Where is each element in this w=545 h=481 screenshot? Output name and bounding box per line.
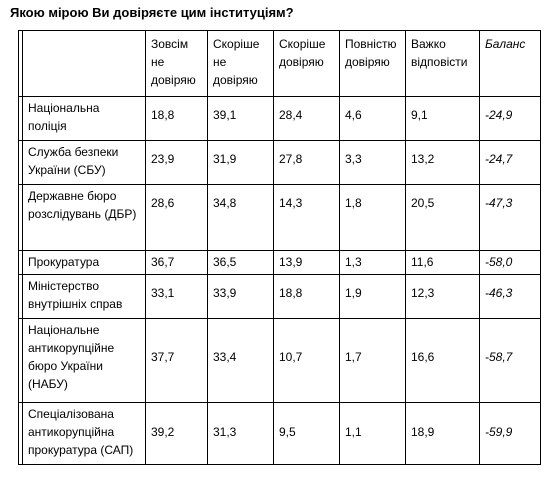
header-cell: Скоріше не довіряю	[207, 30, 274, 97]
value-cell: 33,1	[145, 274, 208, 319]
value-cell: 27,8	[273, 140, 340, 185]
header-empty-cell	[22, 30, 146, 97]
header-cell: Важко відповісти	[405, 30, 480, 97]
header-row: Зовсім не довіряю Скоріше не довіряю Ско…	[18, 30, 541, 97]
value-cell: 10,7	[273, 318, 340, 403]
value-cell: 9,1	[405, 96, 480, 141]
institution-name: Прокуратура	[22, 250, 146, 275]
value-cell: 37,7	[145, 318, 208, 403]
value-cell: 33,9	[207, 274, 274, 319]
value-cell: 28,6	[145, 184, 208, 251]
value-cell: 18,8	[145, 96, 208, 141]
balance-cell: -24,9	[479, 96, 541, 141]
value-cell: 1,3	[339, 250, 406, 275]
value-cell: 3,3	[339, 140, 406, 185]
value-cell: 1,1	[339, 402, 406, 465]
value-cell: 23,9	[145, 140, 208, 185]
balance-cell: -24,7	[479, 140, 541, 185]
table-row: Національне антикорупційне бюро України …	[18, 318, 541, 403]
institution-name: Міністерство внутрішніх справ	[22, 274, 146, 319]
table-row: Міністерство внутрішніх справ 33,1 33,9 …	[18, 274, 541, 319]
trust-table: Зовсім не довіряю Скоріше не довіряю Ско…	[18, 30, 541, 465]
value-cell: 31,3	[207, 402, 274, 465]
value-cell: 20,5	[405, 184, 480, 251]
value-cell: 18,9	[405, 402, 480, 465]
institution-name: Державне бюро розслідувань (ДБР)	[22, 184, 146, 251]
value-cell: 39,2	[145, 402, 208, 465]
table-row: Спеціалізована антикорупційна прокуратур…	[18, 402, 541, 465]
value-cell: 33,4	[207, 318, 274, 403]
value-cell: 31,9	[207, 140, 274, 185]
header-cell: Повністю довіряю	[339, 30, 406, 97]
balance-cell: -59,9	[479, 402, 541, 465]
table-row: Служба безпеки України (СБУ) 23,9 31,9 2…	[18, 140, 541, 185]
value-cell: 1,7	[339, 318, 406, 403]
value-cell: 16,6	[405, 318, 480, 403]
table-row: Державне бюро розслідувань (ДБР) 28,6 34…	[18, 184, 541, 251]
value-cell: 9,5	[273, 402, 340, 465]
value-cell: 13,2	[405, 140, 480, 185]
institution-name: Служба безпеки України (СБУ)	[22, 140, 146, 185]
table-title: Якою мірою Ви довіряєте цим інституціям?	[10, 5, 294, 20]
value-cell: 1,9	[339, 274, 406, 319]
value-cell: 18,8	[273, 274, 340, 319]
value-cell: 1,8	[339, 184, 406, 251]
header-cell: Зовсім не довіряю	[145, 30, 208, 97]
institution-name: Національна поліція	[22, 96, 146, 141]
value-cell: 4,6	[339, 96, 406, 141]
table-row: Національна поліція 18,8 39,1 28,4 4,6 9…	[18, 96, 541, 141]
institution-name: Спеціалізована антикорупційна прокуратур…	[22, 402, 146, 465]
balance-cell: -58,0	[479, 250, 541, 275]
balance-cell: -46,3	[479, 274, 541, 319]
value-cell: 36,5	[207, 250, 274, 275]
value-cell: 14,3	[273, 184, 340, 251]
value-cell: 34,8	[207, 184, 274, 251]
institution-name: Національне антикорупційне бюро України …	[22, 318, 146, 403]
value-cell: 39,1	[207, 96, 274, 141]
table-row: Прокуратура 36,7 36,5 13,9 1,3 11,6 -58,…	[18, 250, 541, 275]
value-cell: 13,9	[273, 250, 340, 275]
header-cell: Скоріше довіряю	[273, 30, 340, 97]
balance-cell: -47,3	[479, 184, 541, 251]
balance-cell: -58,7	[479, 318, 541, 403]
header-cell-balance: Баланс	[479, 30, 541, 97]
value-cell: 28,4	[273, 96, 340, 141]
value-cell: 12,3	[405, 274, 480, 319]
value-cell: 36,7	[145, 250, 208, 275]
value-cell: 11,6	[405, 250, 480, 275]
